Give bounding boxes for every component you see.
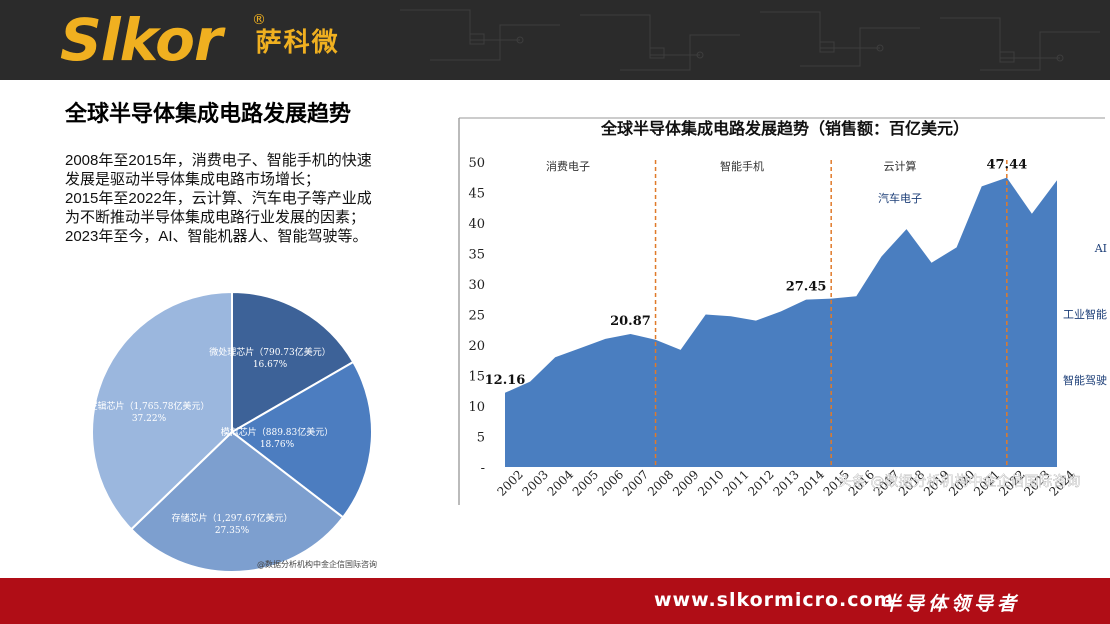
pie-slice: [91, 290, 233, 531]
pie-slice-percent: 37.22%: [132, 414, 167, 424]
area-series: [505, 177, 1057, 467]
brand-logo: Slkor ® 萨科微: [60, 8, 340, 72]
data-label: 12.16: [485, 373, 526, 388]
period-label: 消费电子: [546, 159, 590, 173]
pie-caption: @数据分析机构中金企信国际咨询: [257, 560, 377, 569]
right-side-label: 智能驾驶: [1063, 373, 1107, 387]
period-label: 智能手机: [720, 159, 764, 173]
description-paragraph: 2008年至2015年，消费电子、智能手机的快速发展是驱动半导体集成电路市场增长…: [65, 152, 372, 188]
registered-mark: ®: [252, 12, 266, 28]
circuit-pattern: [400, 9, 1100, 71]
pie-slice-label: 微处理芯片（790.73亿美元）: [209, 346, 331, 358]
description-paragraph: 2023年至今，AI、智能机器人、智能驾驶等。: [65, 228, 368, 245]
x-tick-label: 2011: [720, 467, 751, 498]
description-paragraph: 2015年至2022年，云计算、汽车电子等产业成为不断推动半导体集成电路行业发展…: [65, 190, 372, 226]
x-tick-label: 2004: [545, 467, 577, 499]
y-tick-label: 50: [468, 156, 485, 171]
x-tick-label: 2012: [745, 467, 776, 498]
pie-slice: [231, 290, 355, 434]
x-tick-label: 2013: [770, 467, 801, 498]
right-side-label: 工业智能: [1063, 307, 1107, 321]
area-chart-container: 全球半导体集成电路发展趋势（销售额：百亿美元） - 5 10 15 20 25 30 35 40 4…: [455, 110, 1110, 510]
y-tick-label: 20: [468, 339, 485, 354]
website-link[interactable]: www.slkormicro.com: [654, 589, 895, 611]
pie-slice-label: 逻辑芯片（1,765.78亿美元）: [92, 400, 210, 412]
footer-bar: www.slkormicro.com 半导体领导者: [0, 578, 1110, 624]
pie-slice: [129, 430, 345, 573]
pie-slice-percent: 27.35%: [215, 526, 250, 536]
y-tick-label: 40: [468, 217, 485, 232]
period-label: 云计算: [884, 159, 917, 173]
footer-slogan: 半导体领导者: [882, 593, 1021, 615]
pie-slice-percent: 18.76%: [260, 440, 295, 450]
period-label: 汽车电子: [878, 191, 922, 205]
header-bar: Slkor ® 萨科微: [0, 0, 1110, 80]
y-tick-label: -: [481, 461, 485, 476]
area-chart: 全球半导体集成电路发展趋势（销售额：百亿美元） - 5 10 15 20 25 30 35 40 4…: [458, 117, 1107, 505]
pie-slice: [230, 360, 373, 519]
x-tick-label: 2003: [520, 467, 551, 498]
pie-chart: 微处理芯片（790.73亿美元） 16.67% 模拟芯片（889.83亿美元） 18.…: [88, 290, 373, 573]
x-tick-label: 2014: [796, 467, 828, 499]
chart-title: 全球半导体集成电路发展趋势（销售额：百亿美元）: [600, 119, 969, 138]
pie-slice-label: 模拟芯片（889.83亿美元）: [221, 426, 334, 438]
y-tick-label: 25: [468, 309, 485, 324]
y-tick-label: 35: [468, 248, 485, 263]
pie-slice-label: 存储芯片（1,297.67亿美元）: [171, 512, 292, 524]
x-tick-label: 2010: [695, 467, 726, 498]
x-tick-label: 2008: [645, 467, 676, 498]
chart-watermark: 头条 @数据分析机构中金企信国际咨询: [838, 473, 1080, 490]
x-tick-label: 2006: [595, 467, 626, 498]
y-tick-label: 10: [468, 400, 485, 415]
data-label: 20.87: [610, 314, 651, 329]
logo-chinese-name: 萨科微: [255, 27, 340, 58]
x-tick-label: 2007: [620, 467, 651, 498]
pie-slice-percent: 16.67%: [253, 360, 288, 370]
data-label: 27.45: [786, 280, 827, 295]
y-tick-label: 5: [477, 431, 485, 446]
slide-title: 全球半导体集成电路发展趋势: [65, 102, 352, 127]
x-tick-label: 2009: [670, 467, 701, 498]
right-side-label: AI: [1094, 242, 1107, 255]
pie-chart-container: 微处理芯片（790.73亿美元） 16.67% 模拟芯片（889.83亿美元） 18.…: [88, 290, 392, 582]
y-tick-label: 30: [468, 278, 485, 293]
logo-wordmark: Slkor: [60, 6, 223, 74]
x-tick-label: 2002: [494, 467, 525, 498]
y-tick-label: 45: [468, 187, 485, 202]
y-tick-label: 15: [468, 370, 485, 385]
x-tick-label: 2005: [570, 467, 601, 498]
data-label: 47.44: [986, 158, 1027, 173]
description-text: 2008年至2015年，消费电子、智能手机的快速发展是驱动半导体集成电路市场增长…: [65, 151, 385, 246]
